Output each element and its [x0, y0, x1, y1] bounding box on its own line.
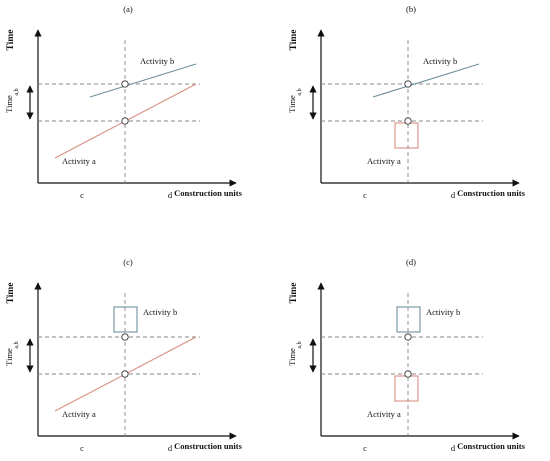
activity-b-line [89, 63, 197, 98]
lower-point-marker [404, 117, 412, 125]
upper-point-marker [121, 80, 129, 88]
panel-label: (d) [406, 257, 416, 267]
time-interval-subscript: a,b [14, 341, 20, 348]
x-axis-label: Construction units [174, 188, 242, 198]
panel-label: (a) [123, 4, 133, 14]
activity-b-label: Activity b [140, 56, 174, 66]
x-axis-label: Construction units [457, 188, 525, 198]
panel-label: (c) [123, 257, 133, 267]
x-axis-label: Construction units [457, 441, 525, 451]
activity-b-box [113, 306, 138, 333]
panel-label: (b) [406, 4, 416, 14]
x-axis-label: Construction units [174, 441, 242, 451]
activity-a-label: Activity a [62, 409, 96, 419]
y-axis-label: Time [6, 30, 16, 51]
upper-point-marker [404, 333, 412, 341]
c-label: c [80, 190, 84, 200]
time-interval-label: Time [4, 95, 14, 113]
upper-point-marker [121, 333, 129, 341]
d-label: d [451, 443, 456, 453]
y-axis-label: Time [289, 30, 299, 51]
activity-b-box [396, 306, 421, 333]
activity-b-line [372, 63, 480, 98]
d-label: d [451, 190, 456, 200]
activity-a-label: Activity a [62, 156, 96, 166]
y-axis-label: Time [6, 283, 16, 304]
time-interval-label: Time [287, 348, 297, 366]
c-label: c [363, 443, 367, 453]
activity-a-label: Activity a [367, 409, 401, 419]
y-axis-label: Time [289, 283, 299, 304]
c-label: c [363, 190, 367, 200]
activity-b-label: Activity b [423, 56, 457, 66]
d-label: d [168, 190, 173, 200]
activity-b-label: Activity b [143, 307, 177, 317]
time-interval-subscript: a,b [297, 341, 303, 348]
activity-a-label: Activity a [367, 156, 401, 166]
time-interval-label: Time [4, 348, 14, 366]
time-interval-subscript: a,b [14, 88, 20, 95]
lower-point-marker [121, 370, 129, 378]
activity-b-label: Activity b [426, 307, 460, 317]
time-interval-label: Time [287, 95, 297, 113]
activity-a-box [394, 122, 419, 149]
lower-point-marker [121, 117, 129, 125]
activity-a-box [394, 375, 419, 402]
time-interval-subscript: a,b [297, 88, 303, 95]
d-label: d [168, 443, 173, 453]
c-label: c [80, 443, 84, 453]
lower-point-marker [404, 370, 412, 378]
upper-point-marker [404, 80, 412, 88]
